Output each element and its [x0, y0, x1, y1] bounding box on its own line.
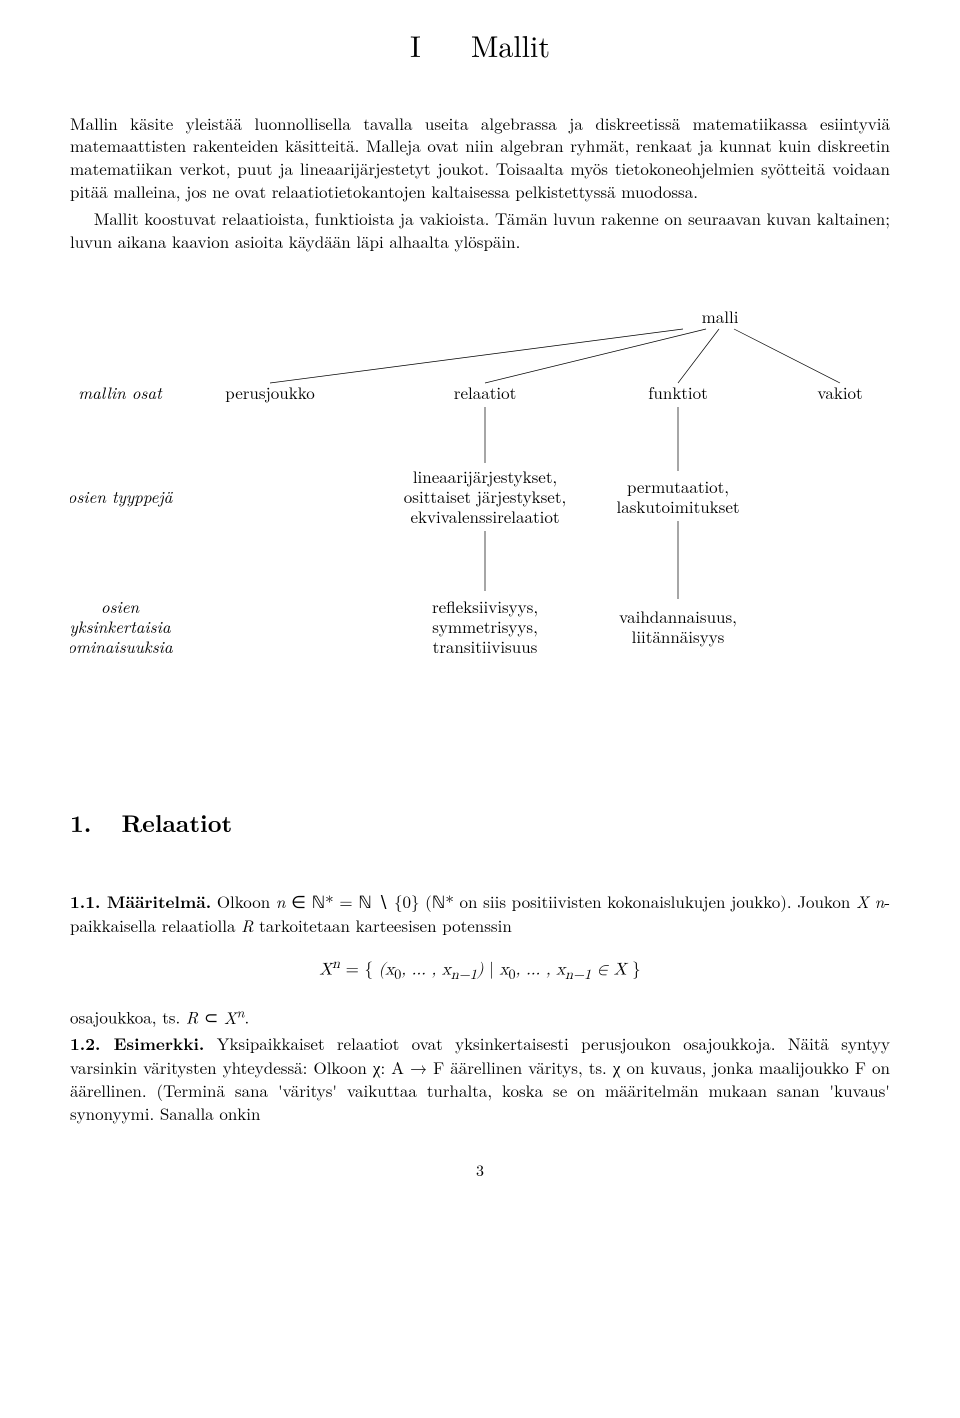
chapter-name: Mallit [471, 23, 550, 66]
math-cartesian-power: Xn = { (x0, … , xn−1) | x0, … , xn−1 ∈ X… [70, 955, 890, 985]
section-title: 1. Relaatiot [70, 807, 890, 839]
osajoukkoa-line: osajoukkoa, ts. R ⊂ Xn. [70, 1003, 890, 1029]
definition-1-1: 1.1. Määritelmä. Olkoon n ∈ ℕ* = ℕ ∖ {0}… [70, 890, 890, 937]
node-perusjoukko: perusjoukko [225, 380, 314, 404]
node-vaih2: liitännäisyys [632, 624, 725, 648]
node-mallin-osat: mallin osat [78, 380, 163, 404]
node-lin3: ekvivalenssirelaatiot [411, 504, 560, 528]
ex-label: 1.2. Esimerkki. [70, 1032, 204, 1056]
node-relaatiot: relaatiot [454, 380, 516, 404]
chapter-title: I Mallit [70, 25, 890, 66]
page-number: 3 [70, 1159, 890, 1181]
section-number: 1. [70, 806, 91, 840]
example-1-2: 1.2. Esimerkki. Yksipaikkaiset relaatiot… [70, 1032, 890, 1125]
section-name: Relaatiot [121, 806, 232, 840]
node-malli: malli [702, 304, 739, 328]
node-osien-tyyppeja: osien tyyppejä [70, 484, 174, 508]
node-perm2: laskutoimitukset [617, 494, 740, 518]
node-funktiot: funktiot [648, 380, 708, 404]
node-refl3: transitiivisuus [433, 634, 538, 658]
node-osien3: ominaisuuksia [70, 634, 173, 658]
def-label: 1.1. Määritelmä. [70, 890, 211, 914]
node-vakiot: vakiot [817, 380, 862, 404]
intro-paragraph-1: Mallin käsite yleistää luonnollisella ta… [70, 112, 890, 204]
intro-paragraph-2: Mallit koostuvat relaatioista, funktiois… [70, 207, 890, 253]
chapter-number: I [410, 23, 421, 66]
structure-diagram: malli mallin osat perusjoukko relaatiot … [70, 303, 890, 738]
